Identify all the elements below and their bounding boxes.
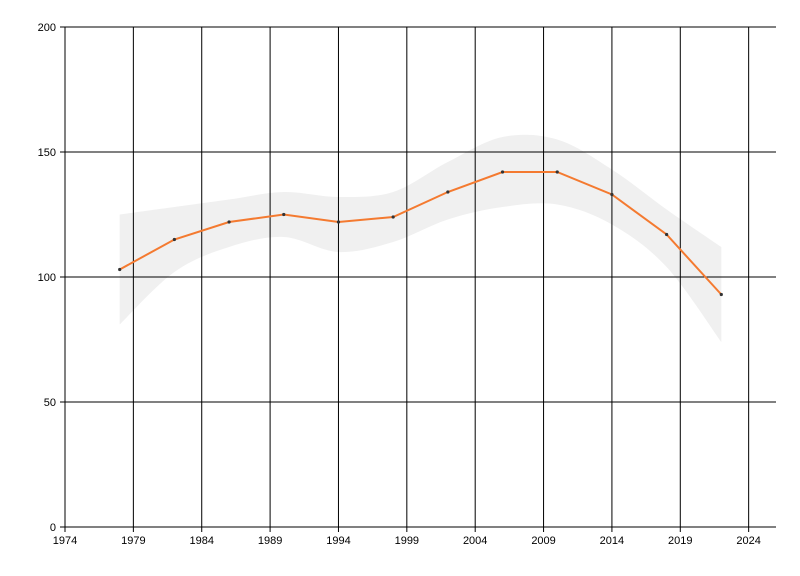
x-tick-label: 1984	[189, 535, 213, 547]
data-point	[610, 192, 614, 197]
data-point	[446, 190, 450, 194]
data-point	[555, 170, 559, 174]
y-tick-label: 200	[38, 22, 56, 34]
axis-layer	[60, 26, 776, 532]
x-tick-label: 1979	[121, 535, 145, 547]
x-tick-label: 1989	[258, 535, 282, 547]
data-point	[665, 232, 669, 237]
x-tick-label: 2009	[531, 535, 555, 547]
x-tick-label: 2014	[600, 535, 624, 547]
data-point	[719, 292, 723, 297]
data-point	[282, 212, 286, 217]
y-tick-label: 0	[50, 522, 56, 534]
y-tick-label: 100	[38, 272, 56, 284]
grid-layer	[64, 26, 776, 528]
data-point	[227, 220, 231, 224]
confidence-band	[119, 134, 722, 342]
x-tick-label: 2024	[736, 535, 760, 547]
data-point	[336, 220, 341, 224]
data-point	[500, 170, 505, 174]
y-tick-label: 150	[38, 147, 56, 159]
x-tick-label: 1994	[326, 535, 350, 547]
tick-label-layer: 1974 1979 1984 1989 1994 1999 2004 2009 2014 2019…	[38, 22, 761, 547]
x-tick-label: 1999	[395, 535, 419, 547]
data-point	[118, 267, 122, 272]
x-tick-label: 2019	[668, 535, 692, 547]
data-point	[172, 237, 176, 242]
x-tick-label: 2004	[463, 535, 487, 547]
data-point	[391, 215, 395, 219]
series-layer	[118, 170, 723, 297]
confidence-band-layer	[119, 134, 722, 342]
x-tick-label: 1974	[53, 535, 77, 547]
y-tick-label: 50	[44, 397, 56, 409]
series-line	[119, 171, 723, 296]
